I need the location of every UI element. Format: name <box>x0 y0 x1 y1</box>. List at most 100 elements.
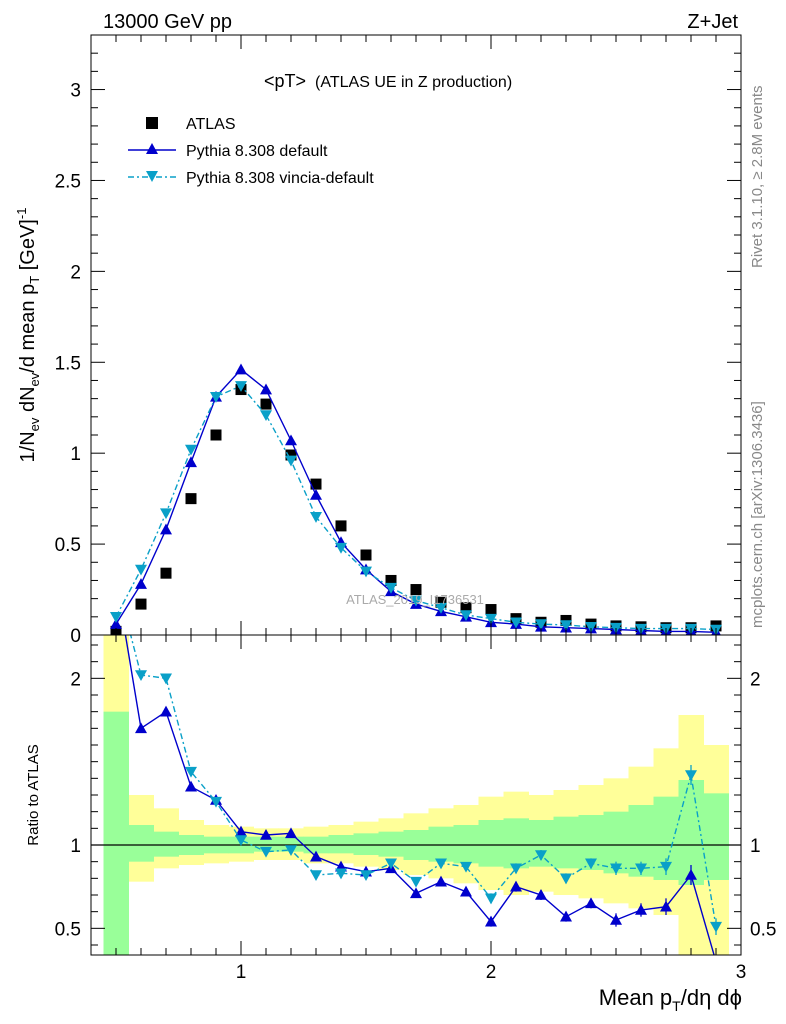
vincia-point-3 <box>185 444 197 456</box>
ratio-band-green-16 <box>503 818 529 869</box>
header-right: Z+Jet <box>687 11 738 33</box>
ratio-band-green-6 <box>253 836 279 852</box>
ratio-vincia-point-10 <box>360 870 372 881</box>
ratio-default-point-0 <box>110 572 122 583</box>
ratio-vincia-point-20 <box>610 863 622 875</box>
legend: ATLAS Pythia 8.308 default Pythia 8.308 … <box>128 116 374 187</box>
ratio-vincia-point-24 <box>710 921 722 933</box>
ratio-vincia-point-23 <box>685 770 697 781</box>
default-point-8 <box>310 489 322 500</box>
atlas-point-3 <box>185 493 197 505</box>
ratio-default-point-16 <box>510 880 522 892</box>
ratio-band-green-14 <box>453 825 479 864</box>
atlas-point-11 <box>385 574 397 586</box>
ratio-default-point-20 <box>610 914 622 925</box>
ratio-band-green-24 <box>703 793 729 880</box>
x-axis-label-main: Mean p <box>599 985 672 1010</box>
chart-title-sub: (ATLAS UE in Z production) <box>315 74 512 91</box>
ratio-default-point-19 <box>585 897 597 909</box>
legend-label-default: Pythia 8.308 default <box>186 143 328 160</box>
atlas-point-9 <box>335 520 347 532</box>
ratio-band-green-10 <box>353 833 379 855</box>
x-tick-label: 2 <box>486 962 497 983</box>
ratio-default-point-6 <box>260 829 272 840</box>
ratio-vincia-point-18 <box>560 873 572 885</box>
ratio-tick-label-right: 2 <box>750 669 761 690</box>
atlas-point-7 <box>285 449 297 461</box>
default-point-0 <box>110 618 122 629</box>
y-tick-label: 2.5 <box>55 171 81 192</box>
x-axis-label: Mean pT/dη dϕ <box>599 985 742 1014</box>
atlas-point-1 <box>135 598 147 610</box>
ratio-default-point-22 <box>660 900 672 912</box>
ratio-tick-label: 1 <box>70 836 81 857</box>
ratio-default-point-17 <box>535 889 547 900</box>
ratio-vincia-point-22 <box>660 861 672 873</box>
vincia-point-8 <box>310 512 322 523</box>
x-tick-label: 3 <box>736 962 747 983</box>
ratio-tick-label-right: 1 <box>750 836 761 857</box>
legend-label-atlas: ATLAS <box>186 116 236 133</box>
ratio-default-point-14 <box>460 885 472 897</box>
vincia-point-5 <box>235 381 247 392</box>
ratio-vincia-point-21 <box>635 863 647 875</box>
ratio-tick-label: 0.5 <box>55 919 81 940</box>
atlas-point-13 <box>435 596 447 608</box>
default-point-5 <box>235 363 247 375</box>
vincia-point-0 <box>110 612 122 623</box>
ratio-default-point-23 <box>685 869 697 880</box>
chart-title: <pT> (ATLAS UE in Z production) <box>264 71 512 91</box>
ratio-band-green-13 <box>428 826 454 862</box>
ratio-vincia-point-11 <box>385 858 397 870</box>
ratio-default-point-24 <box>710 956 722 967</box>
default-point-1 <box>135 578 147 589</box>
vincia-point-1 <box>135 564 147 576</box>
mcplots-label: mcplots.cern.ch [arXiv:1306.3436] <box>749 401 766 628</box>
ratio-vincia-point-2 <box>160 673 172 685</box>
ratio-default-point-13 <box>435 875 447 887</box>
main-panel: 0 0.5 1 1.5 2 2.5 3 <box>55 34 742 647</box>
vincia-point-12 <box>410 595 422 607</box>
ratio-band-green-0 <box>103 711 129 955</box>
ratio-band-green-2 <box>153 831 179 857</box>
y-tick-label: 1.5 <box>55 353 81 374</box>
legend-marker-vincia <box>146 171 158 182</box>
ratio-default-point-7 <box>285 827 297 839</box>
vincia-point-7 <box>285 455 297 467</box>
ratio-vincia-point-17 <box>535 850 547 861</box>
y-tick-label: 0 <box>70 626 81 647</box>
atlas-point-6 <box>260 398 272 410</box>
ratio-tick-label: 2 <box>70 669 81 690</box>
vincia-point-4 <box>210 392 222 403</box>
ratio-panel: 0.5 0.5 1 1 2 2 1 2 3 <box>55 572 776 983</box>
ratio-vincia-point-6 <box>260 846 272 858</box>
atlas-point-2 <box>160 567 172 579</box>
vincia-point-11 <box>385 582 397 594</box>
x-tick-label: 1 <box>236 962 247 983</box>
ratio-band-green-15 <box>478 820 504 867</box>
ratio-default-point-18 <box>560 910 572 922</box>
y-tick-label: 3 <box>70 81 81 102</box>
y-tick-label: 1 <box>70 444 81 465</box>
chart-title-main: <pT> <box>264 71 306 91</box>
ratio-band-green-9 <box>328 835 354 854</box>
vincia-point-16 <box>510 617 522 629</box>
ratio-default-point-3 <box>185 780 197 792</box>
y-tick-label: 0.5 <box>55 535 81 556</box>
ratio-band-green-1 <box>128 825 154 862</box>
ratio-y-axis-label: Ratio to ATLAS <box>25 744 42 845</box>
ratio-vincia-point-1 <box>135 670 147 681</box>
ratio-band-green-11 <box>378 831 404 857</box>
y-tick-label: 2 <box>70 262 81 283</box>
vincia-point-6 <box>260 410 272 421</box>
header-left: 13000 GeV pp <box>103 11 232 33</box>
ratio-vincia-point-3 <box>185 766 197 778</box>
ratio-default-point-1 <box>135 722 147 734</box>
default-point-6 <box>260 383 272 395</box>
y-axis-label: 1/Nev dNev/d mean pT [GeV]-1 <box>14 208 42 463</box>
ratio-band-green-18 <box>553 816 579 869</box>
atlas-point-4 <box>210 429 222 441</box>
legend-marker-atlas <box>146 117 158 129</box>
atlas-point-12 <box>410 584 422 596</box>
